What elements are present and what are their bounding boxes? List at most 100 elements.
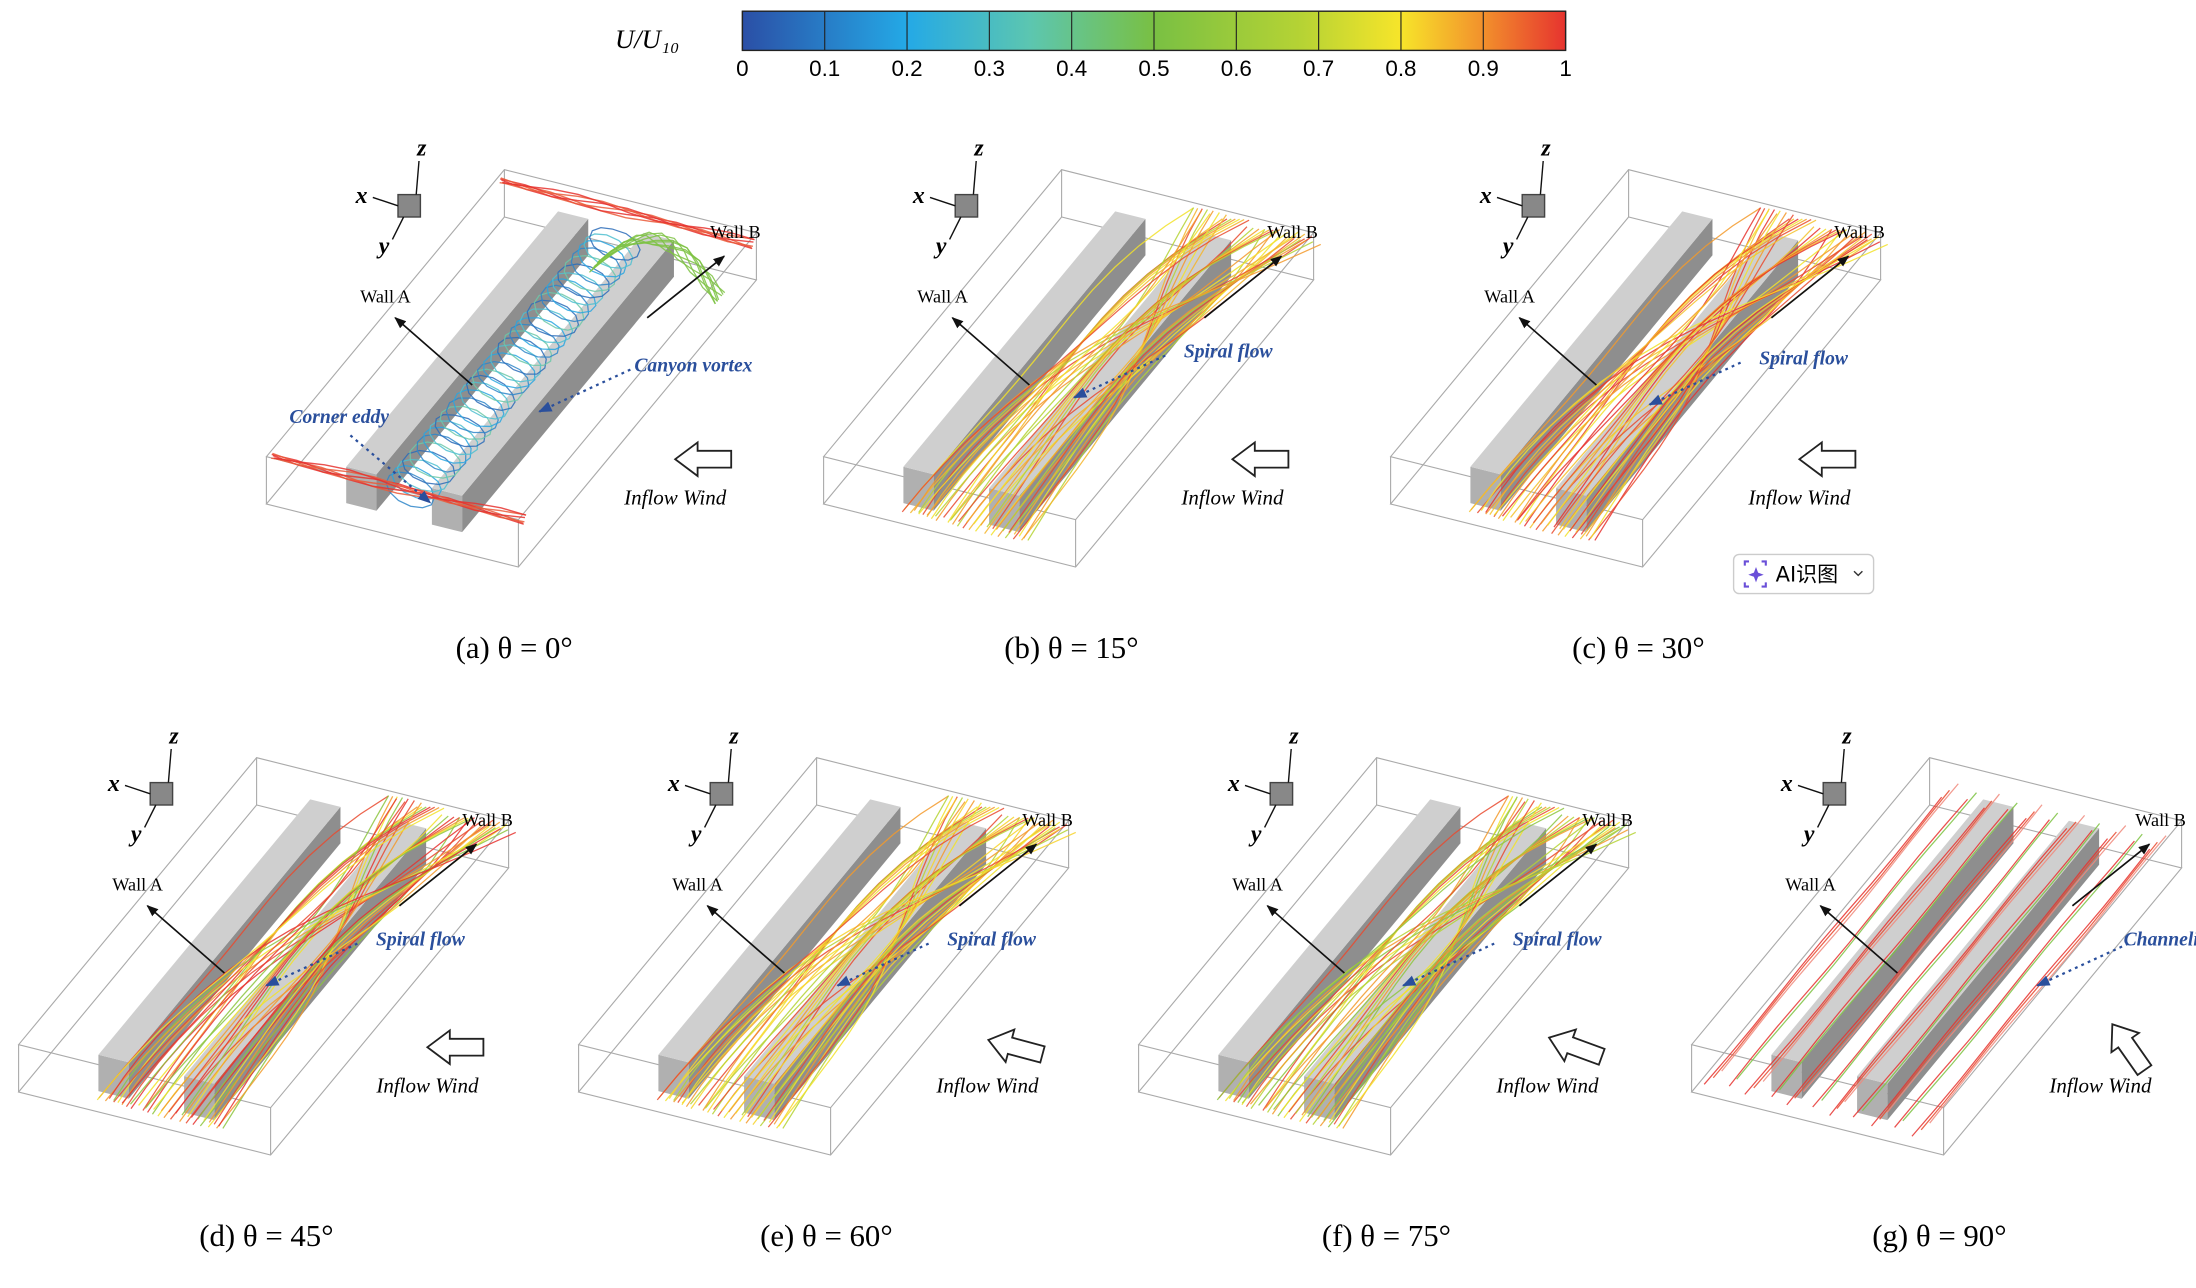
axis-cube <box>1269 781 1294 806</box>
axis-label: z <box>728 723 739 749</box>
axis-line <box>1496 196 1523 207</box>
streamline <box>1493 218 1803 516</box>
streamline <box>98 795 389 1099</box>
panel-caption: (c) θ = 30° <box>1572 631 1705 665</box>
axis-cube <box>397 193 422 218</box>
streamline <box>1489 238 1872 515</box>
streamline <box>668 831 1076 1099</box>
axis-cube <box>1822 781 1847 806</box>
streamline <box>1525 229 1841 522</box>
panel-caption: (f) θ = 75° <box>1322 1219 1451 1253</box>
panel: xy z Wall A Wall B Inflow Wind Spiral flow (e)… <box>577 723 1076 1253</box>
streamline <box>713 817 1029 1110</box>
axis-label: x <box>1479 183 1492 209</box>
streamline <box>1821 812 2059 1101</box>
streamline <box>750 827 1062 1118</box>
building-front <box>989 488 1020 533</box>
streamline <box>995 239 1307 530</box>
streamline <box>1237 826 1620 1103</box>
streamline <box>949 229 1278 521</box>
streamline <box>723 821 1061 1119</box>
streamline <box>540 284 590 323</box>
streamline <box>1228 831 1636 1099</box>
streamline <box>1852 829 2093 1118</box>
button-frame[interactable] <box>1732 553 1875 595</box>
streamline <box>1312 798 1529 1126</box>
streamline <box>681 806 991 1104</box>
streamline <box>501 181 755 240</box>
axis-label: y <box>933 233 947 259</box>
inflow-label: Inflow Wind <box>623 486 727 510</box>
annotation-arrow <box>2036 942 2129 987</box>
wall-label: Wall A <box>1484 286 1535 306</box>
wall-arrow <box>394 317 473 386</box>
streamline <box>1779 802 2018 1091</box>
streamline <box>984 214 1227 535</box>
streamline <box>577 240 628 278</box>
inflow-arrow <box>1797 440 1857 478</box>
axis-cube <box>709 781 734 806</box>
streamline <box>1283 821 1621 1119</box>
streamline <box>273 457 527 516</box>
streamline <box>500 178 753 250</box>
inflow-arrow <box>2110 1023 2153 1077</box>
panel: xy z Wall A Wall B Inflow Wind Spiral flow (c)… <box>1389 135 1888 665</box>
streamline <box>1736 792 1977 1080</box>
button-chevron[interactable] <box>1853 570 1863 577</box>
button-icon[interactable] <box>1748 567 1764 583</box>
building-side <box>462 240 674 533</box>
streamline <box>1836 821 2077 1110</box>
streamline <box>144 817 473 1109</box>
streamline <box>926 235 1297 518</box>
colorbar-tick-label: 0.2 <box>891 56 922 81</box>
streamline <box>108 831 516 1099</box>
streamline <box>903 207 1194 511</box>
axis-label: x <box>912 183 925 209</box>
streamline <box>497 336 547 375</box>
axis-label: x <box>1780 771 1793 797</box>
inflow-label: Inflow Wind <box>2048 1074 2152 1098</box>
streamline <box>570 247 622 286</box>
streamline <box>901 219 1250 513</box>
wall-arrow <box>1770 255 1850 319</box>
wall-arrow <box>706 905 785 974</box>
button-icon[interactable] <box>1743 560 1767 588</box>
streamline <box>958 229 1274 522</box>
inflow-label: Inflow Wind <box>1495 1074 1599 1098</box>
streamline <box>121 823 492 1106</box>
axis-line <box>143 804 157 828</box>
wall-label: Wall A <box>672 874 723 894</box>
building-side <box>128 806 341 1099</box>
streamline <box>396 458 450 493</box>
button-label[interactable]: AI识图 <box>1776 562 1839 586</box>
axis-line <box>972 160 977 195</box>
streamline <box>1911 848 2151 1137</box>
axis-label: z <box>416 135 427 161</box>
building-front <box>98 1054 129 1099</box>
axis-line <box>1539 160 1544 195</box>
flow-annotation: Corner eddy <box>289 407 389 428</box>
streamline <box>514 317 567 351</box>
streamline <box>526 299 580 337</box>
streamline <box>968 233 1306 531</box>
axis-line <box>727 748 732 783</box>
colorbar-tick-label: 0.1 <box>809 56 840 81</box>
panel-caption: (g) θ = 90° <box>1872 1219 2006 1253</box>
building-roof <box>1857 820 2100 1084</box>
streamline <box>704 817 1033 1109</box>
building-roof <box>903 211 1146 475</box>
streamline <box>273 457 526 516</box>
ai-button[interactable]: AI识图 <box>1732 553 1875 595</box>
streamline <box>926 218 1236 516</box>
panel: xy z Wall A Wall B Inflow Wind Canyon vortex C… <box>265 135 761 665</box>
wall-arrow <box>2071 843 2151 907</box>
streamline <box>546 278 597 314</box>
streamline <box>1523 207 1762 527</box>
axis-line <box>1263 804 1277 828</box>
inflow-label: Inflow Wind <box>1180 486 1284 510</box>
axis-line <box>684 784 711 795</box>
axis-label: x <box>1227 771 1240 797</box>
streamline <box>503 330 553 367</box>
colorbar-tick-label: 0.3 <box>974 56 1005 81</box>
